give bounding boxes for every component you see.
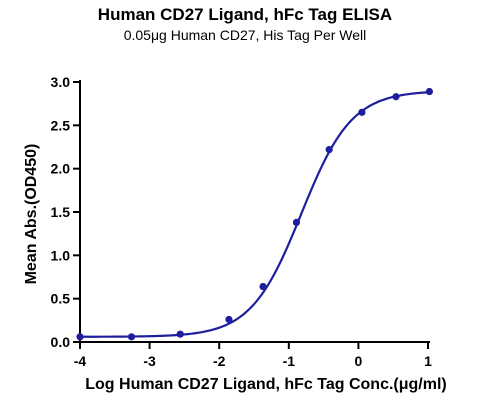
y-axis-label: Mean Abs.(OD450) (23, 144, 40, 285)
x-tick-label: -4 (74, 353, 87, 369)
y-tick-label: 2.0 (51, 161, 71, 177)
x-tick-label: 0 (355, 353, 363, 369)
data-point (225, 315, 233, 324)
data-point (76, 333, 84, 341)
x-tick-label: -2 (213, 353, 226, 369)
chart-subtitle: 0.05μg Human CD27, His Tag Per Well (124, 27, 367, 43)
x-tick-label: -3 (143, 353, 156, 369)
y-tick-label: 1.5 (51, 204, 71, 220)
data-point (127, 333, 136, 341)
fit-curve (80, 91, 429, 338)
data-point (292, 218, 301, 226)
y-tick-label: 1.0 (51, 247, 71, 263)
y-tick-label: 0.0 (51, 334, 71, 350)
data-point (425, 87, 433, 96)
data-points (76, 87, 433, 341)
data-point (325, 146, 333, 154)
y-tick-label: 0.5 (51, 291, 71, 307)
data-point (392, 93, 400, 101)
x-tick-label: -1 (283, 353, 296, 369)
y-tick-label: 3.0 (51, 74, 71, 90)
x-tick-label: 1 (424, 353, 432, 369)
x-axis-label: Log Human CD27 Ligand, hFc Tag Conc.(μg/… (85, 376, 447, 393)
y-tick-label: 2.5 (51, 117, 71, 133)
data-point (358, 108, 366, 116)
data-point (259, 282, 267, 291)
data-point (176, 330, 184, 338)
chart-title: Human CD27 Ligand, hFc Tag ELISA (98, 5, 392, 24)
fit-curve-layer (80, 91, 429, 338)
ticks: 0.0 0.5 1.0 1.5 2.0 2.5 3.0 -4 -3 -2 -1 0 1 (51, 74, 433, 369)
